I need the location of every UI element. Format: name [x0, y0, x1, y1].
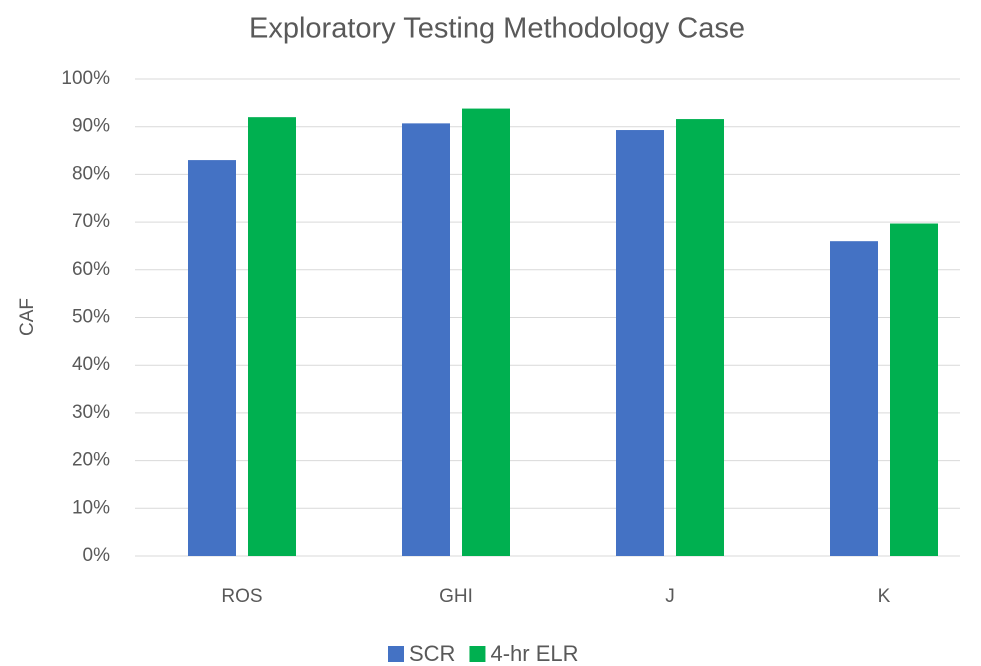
bar: [402, 123, 450, 557]
bar: [890, 223, 938, 556]
y-tick-label: 80%: [72, 163, 110, 184]
y-tick-label: 100%: [61, 68, 110, 89]
y-tick-label: 90%: [72, 116, 110, 137]
y-tick-label: 0%: [83, 545, 111, 566]
legend-swatch: [469, 646, 486, 662]
chart-title: Exploratory Testing Methodology Case: [249, 13, 745, 45]
y-tick-label: 50%: [72, 307, 110, 328]
x-tick-label: ROS: [221, 586, 262, 607]
y-tick-label: 10%: [72, 497, 110, 518]
legend-label: 4-hr ELR: [490, 641, 578, 666]
bar: [462, 108, 510, 556]
bar: [676, 119, 724, 557]
x-tick-label: K: [878, 586, 891, 607]
x-tick-label: GHI: [439, 586, 473, 607]
y-axis-label: CAF: [17, 298, 38, 336]
bar: [616, 130, 664, 556]
x-tick-label: J: [665, 586, 675, 607]
legend-swatch: [388, 646, 404, 662]
bar: [188, 160, 236, 556]
legend-label: SCR: [409, 641, 455, 666]
bar: [830, 241, 878, 556]
y-tick-label: 70%: [72, 211, 110, 232]
bar: [248, 117, 296, 556]
y-tick-label: 60%: [72, 259, 110, 280]
y-tick-label: 40%: [72, 354, 110, 375]
y-tick-label: 20%: [72, 450, 110, 471]
y-tick-label: 30%: [72, 402, 110, 423]
